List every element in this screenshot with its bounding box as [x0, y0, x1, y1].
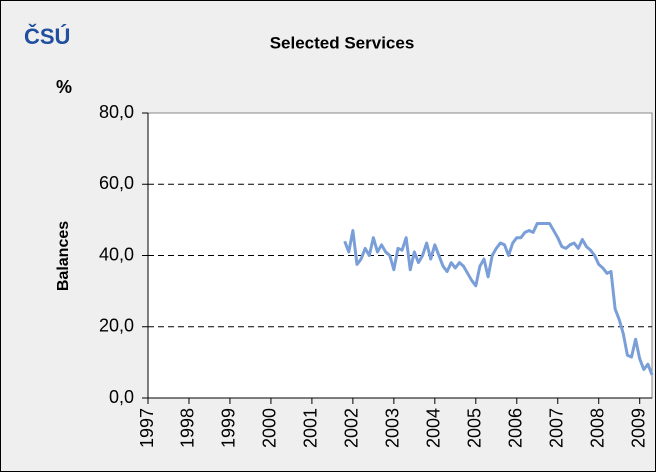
data-line	[343, 221, 654, 376]
y-tick-label: 0,0	[109, 387, 134, 407]
x-tick-label: 1999	[219, 408, 239, 448]
x-tick-label: 2009	[628, 408, 648, 448]
y-unit: %	[56, 77, 72, 97]
x-tick-label: 2002	[342, 408, 362, 448]
x-tick-label: 2008	[587, 408, 607, 448]
logo: ČSÚ	[24, 24, 70, 49]
x-tick-label: 2006	[506, 408, 526, 448]
y-tick-label: 80,0	[99, 102, 134, 122]
x-tick-label: 1997	[137, 408, 157, 448]
x-tick-label: 2007	[547, 408, 567, 448]
x-tick-label: 2005	[465, 408, 485, 448]
x-tick-label: 2000	[260, 408, 280, 448]
y-tick-label: 60,0	[99, 173, 134, 193]
y-axis-label: Balances	[55, 221, 72, 291]
x-tick-label: 2004	[424, 408, 444, 448]
y-tick-label: 20,0	[99, 316, 134, 336]
x-tick-label: 2001	[301, 408, 321, 448]
chart-title: Selected Services	[270, 33, 415, 52]
y-tick-label: 40,0	[99, 244, 134, 264]
x-tick-label: 1998	[178, 408, 198, 448]
x-tick-label: 2003	[383, 408, 403, 448]
